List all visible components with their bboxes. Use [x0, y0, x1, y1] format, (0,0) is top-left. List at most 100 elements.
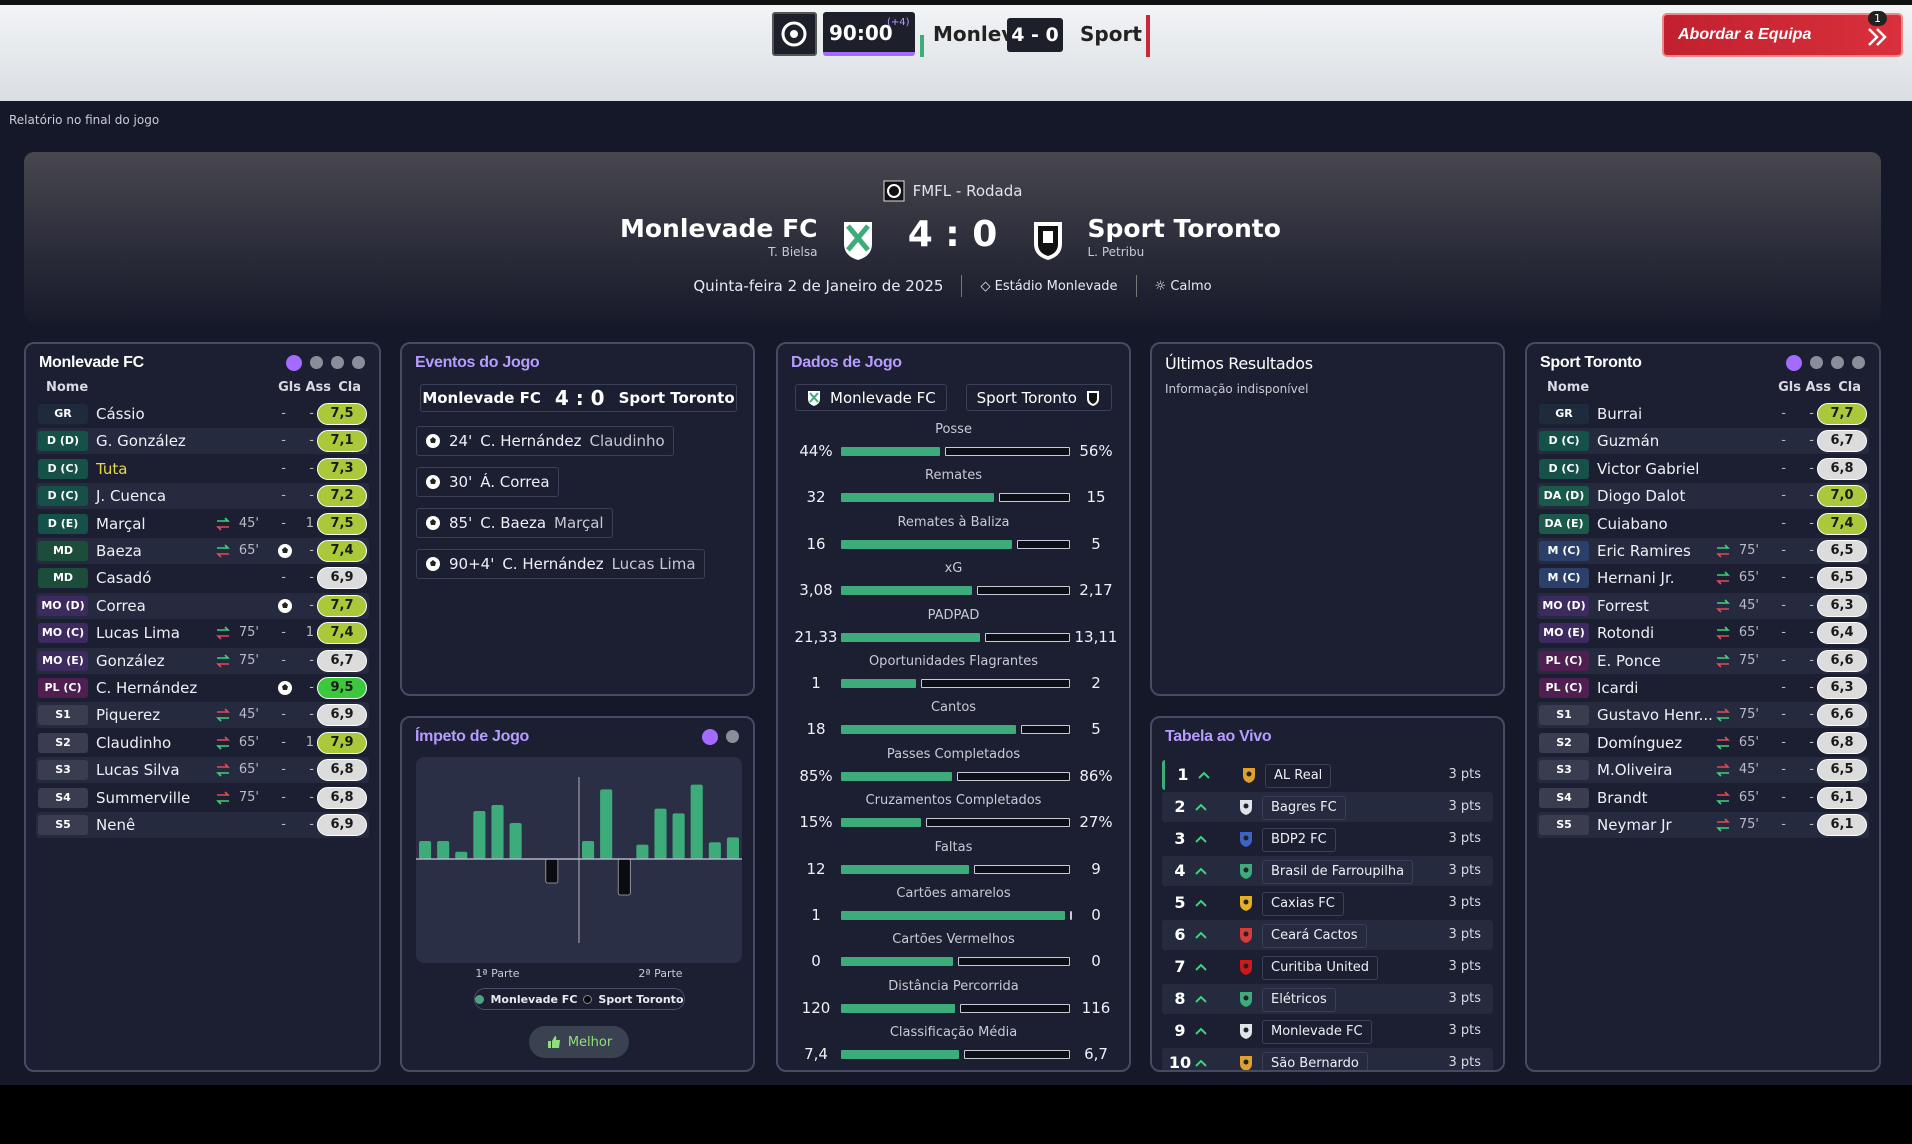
position-badge: D (C) [1539, 431, 1589, 452]
page-dot[interactable] [726, 730, 739, 743]
away-name: Sport Toronto [1087, 214, 1281, 243]
button-label: Melhor [567, 1034, 613, 1050]
table-row: 8 Elétricos 3 pts [1162, 984, 1493, 1014]
info-row: Quinta-feira 2 de Janeiro de 2025 ◇ Está… [24, 275, 1881, 297]
match-header: FMFL - Rodada Monlevade FC T. Bielsa 4 :… [24, 152, 1881, 323]
sub-icon [1716, 791, 1730, 805]
player-row: S2 Domínguez 65' - -6,8 [1537, 730, 1869, 756]
position-badge: DA (D) [1539, 486, 1589, 507]
legend-label: Monlevade FC [490, 992, 578, 1006]
position-badge: S4 [38, 787, 88, 808]
player-row: D (C) J. Cuenca - -7,2 [36, 483, 369, 510]
momentum-panel: Ímpeto de Jogo 1ª Parte 2ª Parte Monlevade … [400, 716, 755, 1072]
page-dot[interactable] [286, 354, 302, 371]
column-header: Gls [1778, 380, 1801, 395]
away-value: 116 [1081, 998, 1111, 1017]
player-row: S2 Claudinho 65' - 1 7,9 [36, 730, 369, 756]
page-dot[interactable] [1852, 356, 1865, 369]
results-panel: Últimos Resultados Informação indisponíve… [1150, 342, 1505, 696]
away-value: 9 [1091, 859, 1101, 878]
home-value: 18 [806, 720, 826, 739]
player-name: Guzmán [1597, 432, 1660, 451]
stat-label: Classificação Média [889, 1025, 1018, 1041]
page-dot[interactable] [310, 356, 323, 369]
rating: 7,4 [317, 540, 367, 562]
scorer: C. Hernández [502, 555, 604, 573]
home-crest [843, 222, 872, 260]
goal-icon [426, 516, 440, 530]
sub-minute: 65' [1738, 570, 1759, 586]
panel-title: Dados de Jogo [791, 354, 902, 371]
page-dot[interactable] [352, 356, 365, 369]
momentum-bar [509, 823, 522, 859]
rating: 6,9 [317, 814, 367, 836]
goals: - [1781, 488, 1786, 504]
sub-minute: 65' [1738, 625, 1759, 641]
position: 3 [1174, 829, 1186, 848]
position-badge: GR [1539, 404, 1589, 424]
home-block: Monlevade FC T. Bielsa [418, 214, 818, 259]
player-name: Domínguez [1597, 733, 1683, 752]
panel-title: Eventos do Jogo [415, 354, 540, 371]
player-row: D (D) G. González - -7,1 [36, 428, 369, 455]
column-header: Nome [1547, 380, 1590, 395]
notification-badge: 1 [1868, 11, 1887, 26]
team-name: Elétricos [1262, 988, 1336, 1012]
team-name: Brasil de Farroupilha [1262, 860, 1414, 884]
player-row: S3 Lucas Silva 65' - -6,8 [36, 757, 369, 784]
rating: 6,3 [1817, 594, 1867, 617]
sub-icon [216, 708, 230, 722]
assists: - [1809, 597, 1814, 613]
player-name: M.Oliveira [1597, 761, 1673, 780]
goals: - [281, 817, 286, 832]
report: Relatório no final do jogo FMFL - Rodada… [0, 101, 1912, 1085]
points: 3 pts [1448, 863, 1481, 878]
player-name: Cuiabano [1597, 514, 1668, 533]
momentum-bar [473, 811, 486, 859]
page-dot[interactable] [331, 356, 344, 369]
stadium-name: Estádio Monlevade [994, 278, 1118, 294]
page-dot[interactable] [1786, 354, 1802, 371]
goals: - [281, 625, 286, 641]
home-name: Monlevade FC [422, 389, 541, 407]
home-name: Monlevade FC [830, 388, 936, 407]
club-logo [1240, 928, 1252, 943]
points: 3 pts [1448, 991, 1481, 1006]
player-row: S1 Piquerez 45' - -6,9 [36, 702, 369, 729]
player-row: S5 Nenê - -6,9 [36, 812, 369, 838]
legend: Monlevade FC Sport Toronto [474, 988, 685, 1010]
rating: 6,6 [1817, 649, 1867, 672]
player-row: MO (C) Lucas Lima 75' - 1 7,4 [36, 620, 369, 646]
assists: - [309, 406, 314, 421]
momentum-bar [582, 841, 595, 859]
assists: - [309, 789, 314, 805]
trend-up [1195, 931, 1207, 939]
rating: 6,6 [1817, 704, 1867, 727]
best-button[interactable]: Melhor [529, 1026, 629, 1058]
rating: 6,9 [317, 704, 367, 727]
approach-team-button[interactable]: Abordar a Equipa 1 [1662, 11, 1903, 57]
rating: 7,3 [317, 457, 367, 480]
momentum-bar [690, 784, 703, 859]
goals: - [1781, 597, 1786, 613]
away-bar [926, 818, 1070, 828]
page-dot[interactable] [702, 728, 718, 745]
home-value: 12 [806, 859, 826, 878]
away-value: 5 [1091, 720, 1101, 739]
position: 10 [1168, 1053, 1192, 1072]
position-badge: D (C) [38, 486, 88, 507]
column-header: Nome [46, 380, 89, 395]
position-badge: MO (C) [38, 623, 88, 644]
assists: - [1809, 515, 1814, 531]
rating: 7,1 [317, 430, 367, 453]
player-row: S4 Summerville 75' - -6,8 [36, 785, 369, 811]
events-panel: Eventos do Jogo Monlevade FC 4 : 0 Sport To… [400, 342, 755, 696]
player-name: Summerville [96, 788, 191, 807]
table-row: 9 Monlevade FC 3 pts [1162, 1016, 1493, 1046]
page-dot[interactable] [1831, 356, 1844, 369]
goals: - [1781, 515, 1786, 531]
page-dot[interactable] [1810, 356, 1823, 369]
player-row: MO (E) Rotondi 65' - -6,4 [1537, 620, 1869, 646]
rating: 7,5 [317, 403, 367, 425]
points: 3 pts [1448, 799, 1481, 814]
